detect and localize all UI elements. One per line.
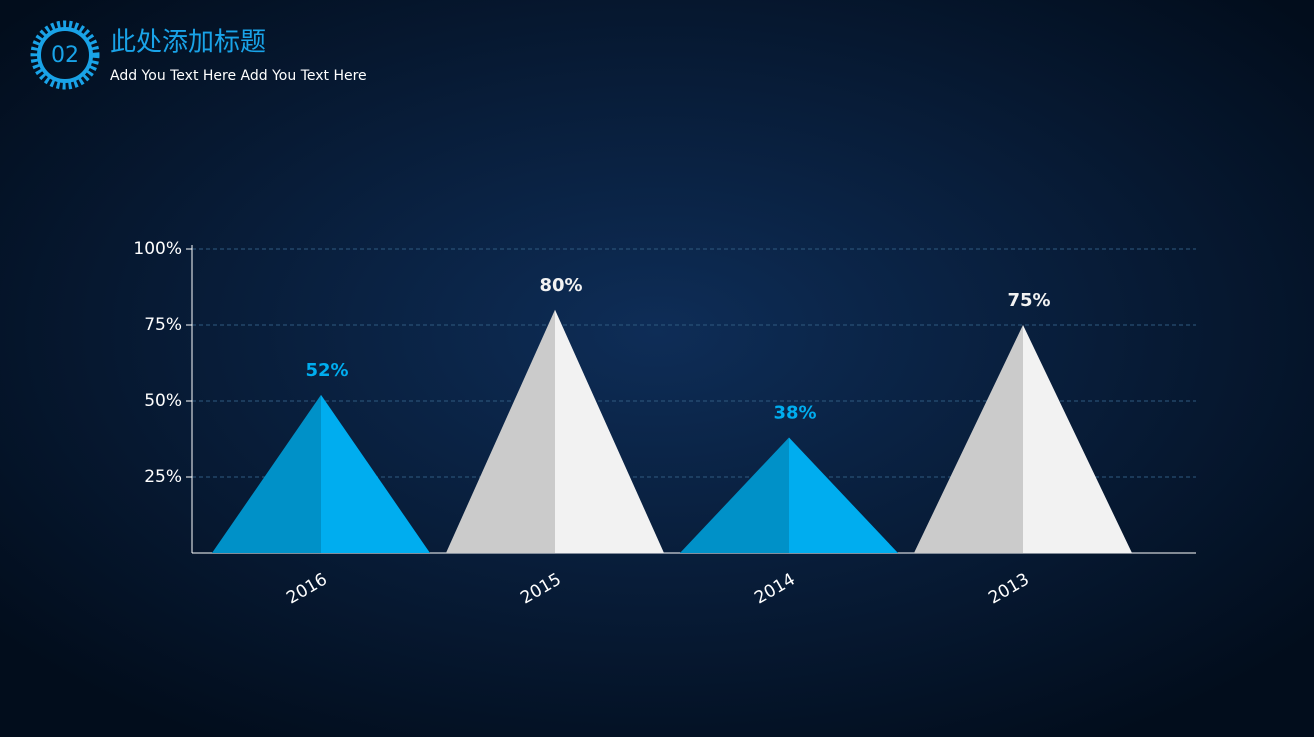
pyramid [446, 309, 664, 553]
value-label: 52% [305, 360, 348, 381]
pyramid-shade [446, 309, 555, 553]
badge-number: 02 [51, 43, 79, 68]
y-tick-label: 100% [133, 239, 182, 259]
pyramid-shade [680, 437, 789, 553]
pyramid-shade [212, 394, 321, 553]
subtitle: Add You Text Here Add You Text Here [110, 68, 367, 84]
pyramid-shade [914, 325, 1023, 553]
badge-gear [30, 20, 100, 90]
value-label: 75% [1007, 290, 1050, 311]
pyramid [914, 325, 1132, 553]
value-label: 38% [773, 402, 816, 423]
pyramid [680, 437, 898, 553]
title: 此处添加标题 [110, 28, 266, 58]
y-tick-label: 25% [144, 467, 182, 487]
badge-ring [37, 27, 93, 83]
y-tick-label: 75% [144, 315, 182, 335]
y-tick-label: 50% [144, 391, 182, 411]
value-label: 80% [539, 275, 582, 296]
pyramid [212, 394, 430, 553]
